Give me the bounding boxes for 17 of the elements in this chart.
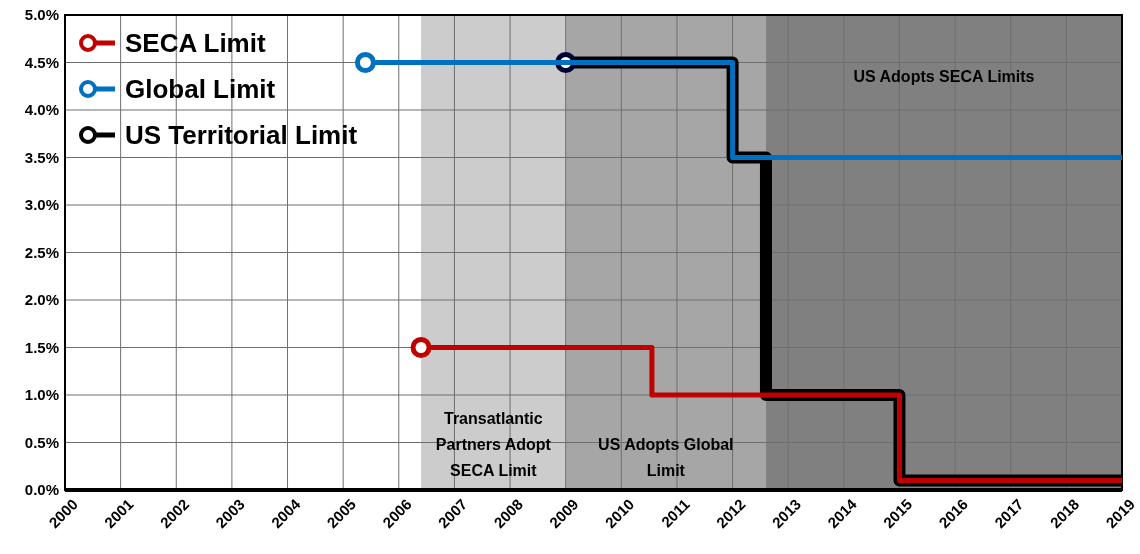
y-tick-label: 2.5% [24, 243, 59, 261]
y-tick-label: 1.5% [24, 338, 59, 356]
y-tick-label: 0.0% [24, 481, 59, 499]
legend-label: Global Limit [125, 74, 276, 105]
y-tick-label: 5.0% [24, 6, 59, 24]
band-label: US Adopts SECA Limits [853, 67, 1035, 85]
y-tick-label: 1.0% [24, 386, 59, 404]
legend-label: US Territorial Limit [125, 120, 358, 151]
band-label: Transatlantic Partners Adopt SECA Limit [435, 409, 552, 479]
y-tick-label: 4.5% [24, 53, 59, 71]
band-label: US Adopts Global Limit [598, 435, 734, 479]
y-tick-label: 3.5% [24, 148, 59, 166]
y-tick-label: 3.0% [24, 196, 59, 214]
y-tick-label: 0.5% [24, 433, 59, 451]
y-tick-label: 4.0% [24, 101, 59, 119]
legend-label: SECA Limit [125, 28, 266, 59]
y-tick-label: 2.0% [24, 291, 59, 309]
